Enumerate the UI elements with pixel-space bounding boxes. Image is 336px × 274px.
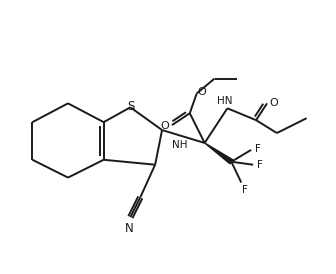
Text: NH: NH	[172, 140, 187, 150]
Text: F: F	[255, 144, 261, 154]
Text: O: O	[269, 98, 278, 108]
Text: HN: HN	[217, 96, 232, 106]
Text: O: O	[161, 121, 169, 131]
Text: S: S	[128, 100, 135, 113]
Polygon shape	[205, 143, 233, 164]
Text: N: N	[125, 222, 134, 235]
Text: F: F	[242, 185, 248, 195]
Text: F: F	[257, 160, 263, 170]
Text: O: O	[197, 87, 206, 98]
